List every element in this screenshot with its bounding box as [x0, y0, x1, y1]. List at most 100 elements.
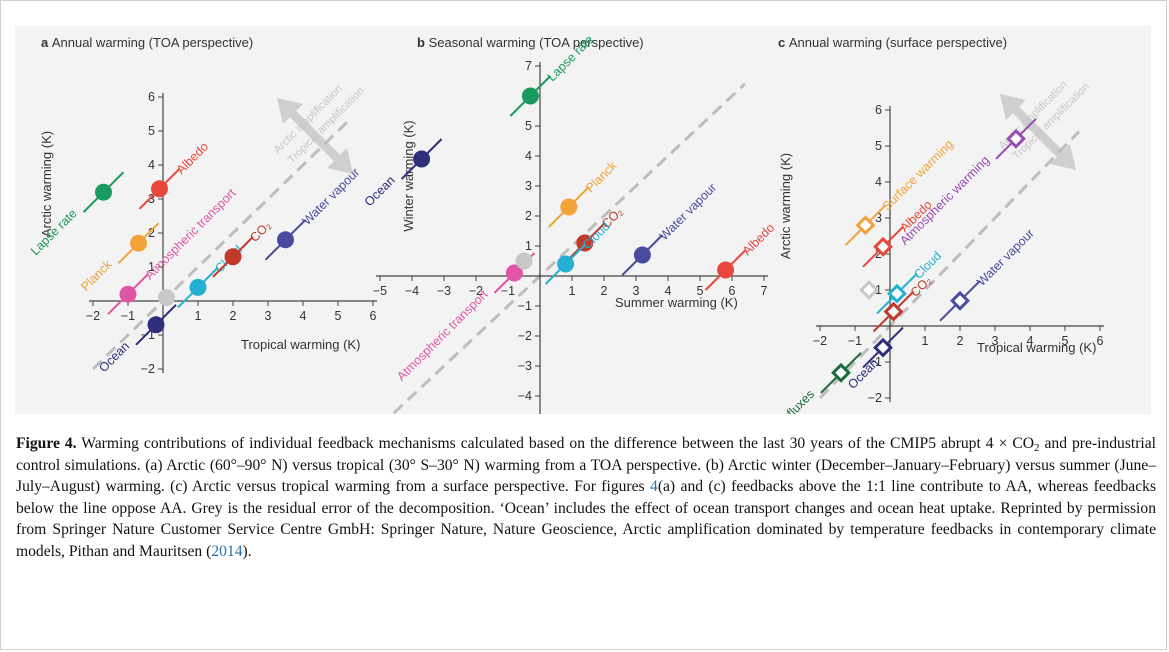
panel-title-text: Annual warming (TOA perspective) — [52, 35, 253, 50]
figure-link[interactable]: 4 — [650, 478, 658, 495]
panel-title: b Seasonal warming (TOA perspective) — [417, 35, 644, 50]
x-tick-label: −1 — [501, 284, 515, 298]
y-tick-label: 2 — [875, 247, 882, 261]
ocean-marker — [147, 316, 165, 334]
arrow-head-down — [1050, 144, 1076, 170]
figure-panel: a Annual warming (TOA perspective) Arctic… — [15, 26, 1151, 414]
x-axis-label: Tropical warming (K) — [241, 337, 360, 352]
data-point: Water vapour — [621, 180, 719, 276]
chart-panel-b: b Seasonal warming (TOA perspective) −5 −4… — [362, 32, 777, 414]
water-vapour-marker — [277, 231, 294, 249]
data-point — [859, 280, 879, 300]
x-tick-label: 4 — [665, 284, 672, 298]
arrow-head-down — [327, 148, 353, 174]
x-tick-label: 4 — [300, 309, 307, 323]
cloud-marker — [887, 283, 907, 304]
panel-title-text: Annual warming (surface perspective) — [789, 35, 1007, 50]
albedo-label: Albedo — [740, 221, 777, 258]
y-tick-label: −2 — [868, 391, 882, 405]
x-tick-label: 5 — [697, 284, 704, 298]
atmospheric-transport-marker — [505, 264, 523, 282]
x-tick-label: 6 — [370, 309, 377, 323]
panel-title: c Annual warming (surface perspective) — [778, 35, 1007, 50]
ocean-marker — [873, 337, 893, 358]
x-tick-label: 2 — [230, 309, 237, 323]
caption-text-3: (a) and (c) feedbacks above the 1:1 line… — [16, 478, 1157, 560]
x-tick-label: 1 — [922, 334, 929, 348]
water-vapour-label: Water vapour — [974, 226, 1037, 289]
data-point: Water vapour — [939, 226, 1037, 322]
x-tick-label: 2 — [957, 334, 964, 348]
y-tick-label: −4 — [518, 389, 532, 403]
ocean-marker — [413, 150, 431, 168]
figure-svg: a Annual warming (TOA perspective) Arctic… — [28, 32, 1104, 414]
y-tick-label: 4 — [148, 158, 155, 172]
panel-letter: a — [41, 35, 52, 50]
albedo-marker — [873, 236, 893, 257]
figure-caption: Figure 4. Warming contributions of indiv… — [16, 433, 1156, 562]
x-tick-label: 1 — [569, 284, 576, 298]
caption-text-1: Warming contributions of individual feed… — [76, 435, 1035, 452]
arrow-head-up — [1000, 94, 1026, 120]
caption-subscript: 2 — [1034, 442, 1040, 454]
citation-link[interactable]: 2014 — [211, 542, 243, 560]
co--marker — [883, 301, 904, 322]
y-tick-label: 2 — [525, 209, 532, 223]
y-tick-label: −1 — [518, 299, 532, 313]
data-point: Water vapour — [264, 165, 363, 261]
y-tick-label: 6 — [875, 103, 882, 117]
x-tick-label: 1 — [195, 309, 202, 323]
data-point: Planck — [78, 222, 160, 294]
y-tick-label: 3 — [875, 211, 882, 225]
data-point: Atmospheric transport — [394, 252, 536, 384]
albedo-marker — [717, 261, 735, 279]
x-tick-label: −2 — [813, 334, 827, 348]
data-point: Surface fluxes — [751, 352, 862, 414]
co--label: CO₂ — [247, 218, 274, 245]
y-tick-label: 2 — [148, 226, 155, 240]
data-point: CO₂ — [212, 218, 274, 278]
data-point: Ocean — [96, 304, 177, 375]
x-tick-label: −5 — [373, 284, 387, 298]
x-axis-label: Tropical warming (K) — [977, 340, 1096, 355]
x-tick-label: 3 — [992, 334, 999, 348]
atmospheric-transport-marker — [119, 285, 137, 303]
ocean-label: Ocean — [96, 339, 132, 375]
panel-letter: b — [417, 35, 429, 50]
planck-label: Planck — [583, 158, 620, 195]
surface-warming-marker — [855, 215, 876, 236]
co--label: CO₂ — [908, 273, 935, 300]
planck-label: Planck — [78, 257, 115, 294]
y-tick-label: −3 — [518, 359, 532, 373]
ocean-label: Ocean — [362, 173, 398, 209]
y-tick-label: 4 — [875, 175, 882, 189]
atmospheric-warming-marker — [1006, 128, 1026, 149]
y-tick-label: 5 — [875, 139, 882, 153]
data-point: Albedo — [704, 221, 777, 291]
lapse-rate-marker — [95, 183, 112, 201]
one-to-one-line — [818, 130, 1081, 400]
x-tick-label: 2 — [601, 284, 608, 298]
co--marker — [576, 234, 594, 252]
y-axis-label: Arctic warming (K) — [778, 153, 793, 259]
y-tick-label: 1 — [148, 260, 155, 274]
y-axis-label: Winter warming (K) — [401, 120, 416, 231]
water-vapour-label: Water vapour — [300, 165, 363, 228]
x-axis-label: Summer warming (K) — [615, 295, 738, 310]
x-tick-label: 5 — [335, 309, 342, 323]
caption-text-2: and pre-industrial control simulations. … — [16, 435, 1157, 495]
residual-marker — [859, 280, 879, 300]
x-tick-label: −1 — [121, 309, 135, 323]
albedo-marker — [151, 180, 168, 198]
caption-text-4: ). — [242, 542, 252, 560]
x-tick-label: 6 — [1097, 334, 1104, 348]
y-tick-label: 7 — [525, 59, 532, 73]
water-vapour-marker — [633, 246, 651, 264]
data-point — [515, 252, 533, 270]
panel-title: a Annual warming (TOA perspective) — [41, 35, 253, 50]
co--marker — [224, 248, 242, 266]
y-tick-label: −2 — [141, 362, 155, 376]
